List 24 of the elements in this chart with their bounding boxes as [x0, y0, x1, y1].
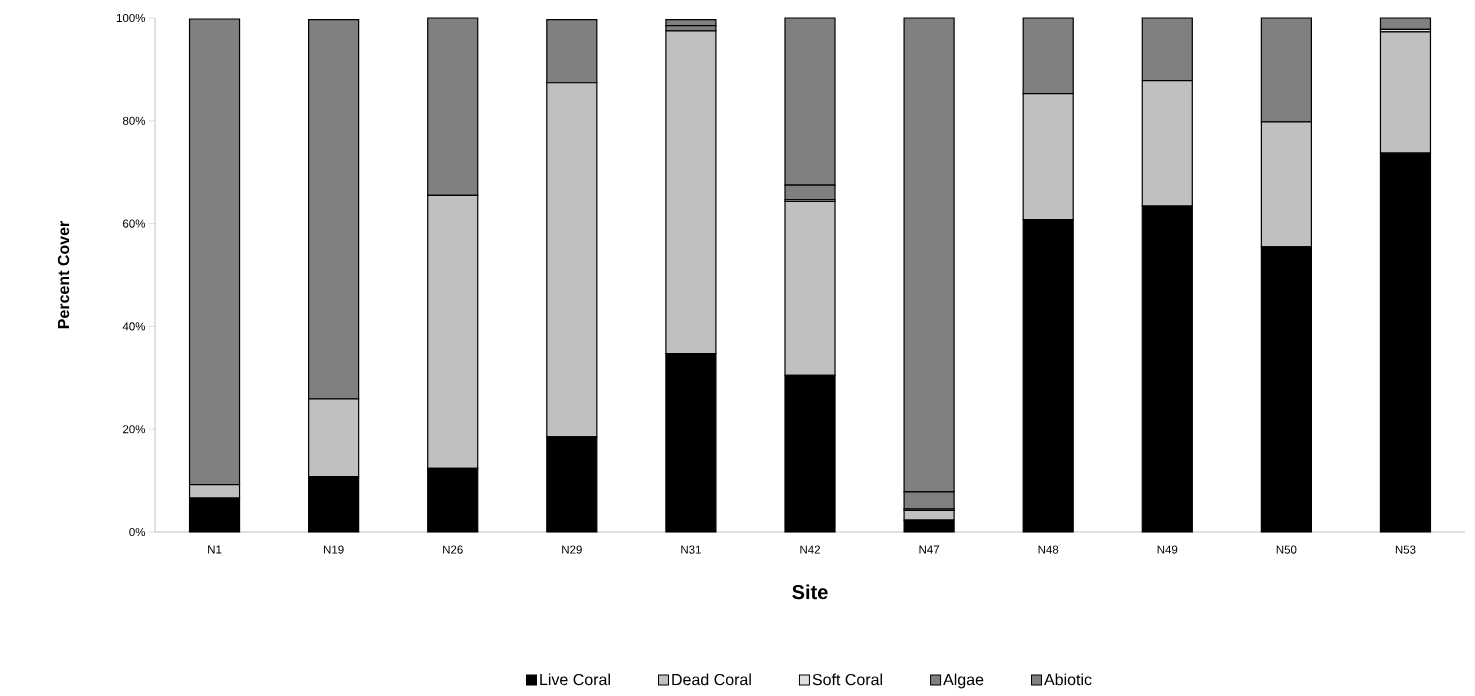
y-tick-label: 0%: [129, 527, 146, 537]
y-tick-label: 80%: [122, 116, 146, 125]
x-tick-label: N53: [1395, 545, 1416, 554]
x-tick-label: N29: [562, 545, 582, 554]
x-tick-label: N47: [919, 545, 940, 554]
x-tick-label: N49: [1157, 545, 1178, 554]
y-tick-label: 40%: [122, 322, 146, 331]
x-tick-label: N1: [208, 545, 222, 554]
x-axis-title: Site: [792, 584, 828, 600]
legend-label: Soft Coral: [812, 673, 882, 686]
x-tick-label: N31: [681, 545, 701, 554]
y-axis-title: Percent Cover: [57, 221, 70, 329]
y-tick-label: 20%: [123, 425, 146, 434]
y-tick-label: 100%: [116, 13, 146, 23]
x-tick-label: N26: [443, 545, 463, 554]
legend-label: Dead Coral: [672, 673, 751, 686]
x-tick-label: N48: [1038, 545, 1059, 554]
y-tick-label: 60%: [123, 219, 146, 228]
x-tick-label: N19: [324, 545, 344, 554]
x-tick-label: N42: [800, 545, 820, 554]
legend-label: Abiotic: [1044, 673, 1092, 686]
legend-label: Algae: [943, 673, 984, 689]
x-tick-label: N50: [1276, 545, 1297, 554]
legend-label: Live Coral: [540, 673, 610, 686]
